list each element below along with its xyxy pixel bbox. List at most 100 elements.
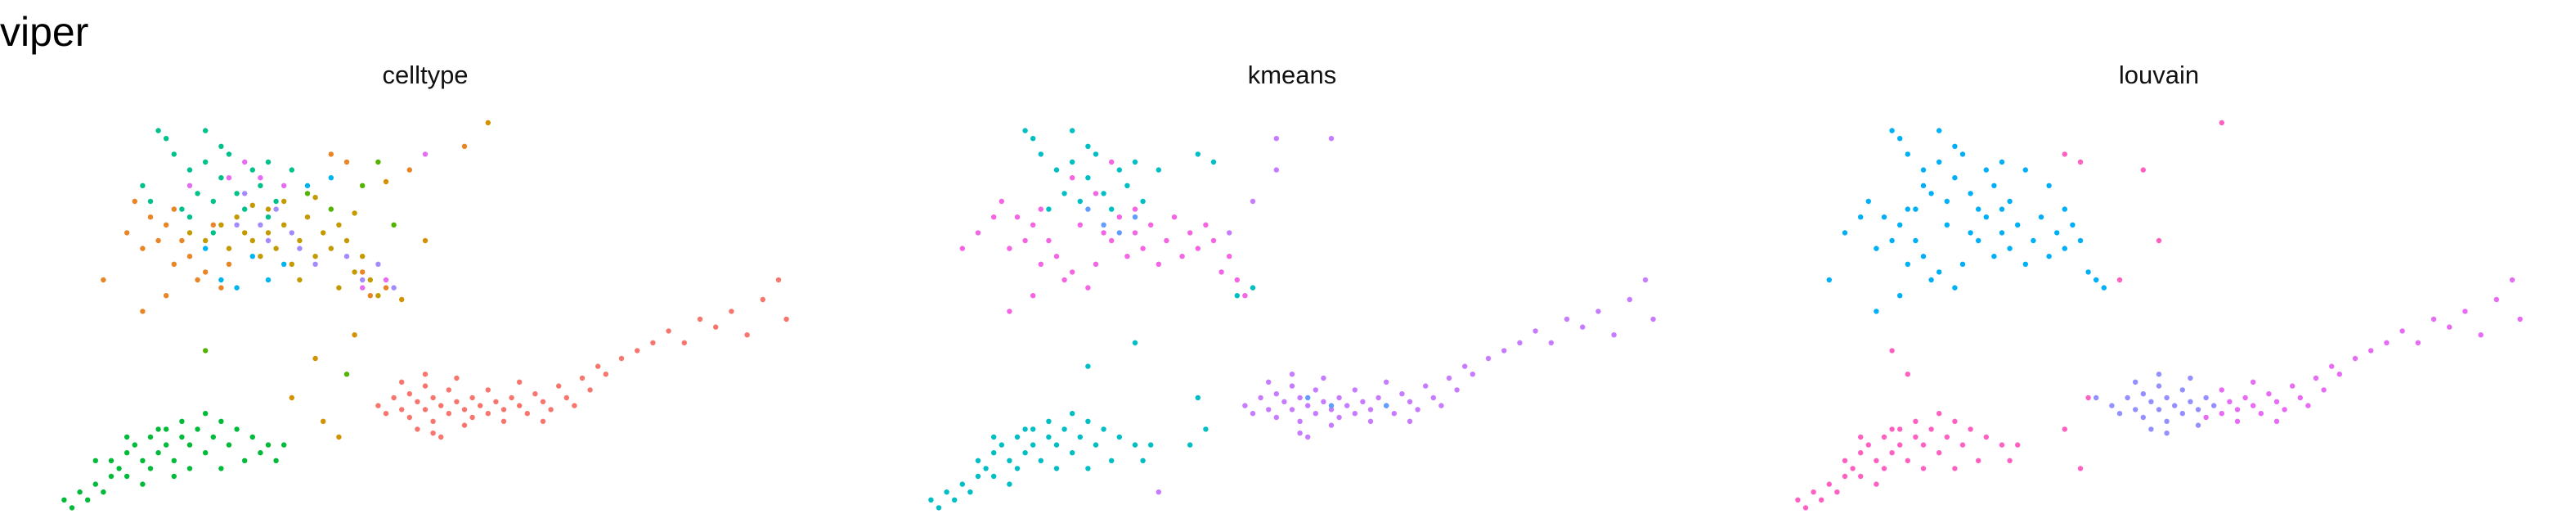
scatter-point bbox=[210, 230, 216, 236]
scatter-point bbox=[147, 198, 154, 205]
scatter-point bbox=[1085, 206, 1091, 212]
scatter-point bbox=[430, 431, 436, 436]
scatter-point bbox=[775, 277, 782, 283]
scatter-point bbox=[2031, 237, 2036, 244]
scatter-point bbox=[1070, 411, 1075, 417]
scatter-point bbox=[1913, 206, 1919, 212]
scatter-point bbox=[999, 442, 1004, 448]
scatter-point bbox=[92, 458, 99, 463]
scatter-point bbox=[226, 442, 232, 448]
scatter-point bbox=[1889, 450, 1895, 456]
scatter-point bbox=[210, 434, 216, 440]
scatter-point bbox=[203, 450, 209, 456]
scatter-point bbox=[415, 426, 420, 432]
scatter-point bbox=[1195, 151, 1200, 157]
scatter-point bbox=[666, 328, 671, 334]
scatter-point bbox=[155, 128, 161, 133]
scatter-point bbox=[2313, 375, 2319, 381]
scatter-point bbox=[1802, 505, 1809, 511]
scatter-point bbox=[1952, 143, 1958, 149]
scatter-point bbox=[1874, 481, 1879, 487]
scatter-point bbox=[1179, 254, 1185, 259]
scatter-point bbox=[422, 237, 429, 244]
scatter-point bbox=[1101, 230, 1106, 236]
scatter-point bbox=[1391, 411, 1397, 417]
scatter-point bbox=[1070, 175, 1075, 181]
scatter-point bbox=[203, 237, 209, 244]
scatter-point bbox=[2368, 348, 2374, 354]
scatter-point bbox=[147, 434, 154, 440]
scatter-point bbox=[952, 497, 958, 503]
scatter-point bbox=[249, 237, 255, 244]
scatter-point bbox=[140, 481, 146, 487]
scatter-point bbox=[1991, 254, 1997, 259]
scatter-point bbox=[2148, 426, 2154, 432]
scatter-point bbox=[1881, 214, 1887, 220]
scatter-point bbox=[234, 214, 240, 220]
scatter-point bbox=[242, 159, 248, 165]
scatter-point bbox=[2022, 167, 2028, 173]
scatter-point bbox=[1928, 191, 1934, 196]
scatter-point bbox=[2203, 394, 2209, 401]
scatter-point bbox=[1999, 206, 2005, 212]
scatter-point bbox=[1046, 418, 1052, 424]
scatter-point bbox=[2305, 403, 2311, 408]
scatter-point bbox=[2273, 418, 2280, 424]
scatter-point bbox=[1038, 261, 1043, 267]
scatter-point bbox=[321, 230, 326, 236]
scatter-point bbox=[461, 143, 468, 149]
scatter-point bbox=[108, 458, 114, 463]
scatter-point bbox=[2251, 403, 2256, 408]
scatter-point bbox=[2251, 379, 2256, 385]
scatter-point bbox=[281, 222, 287, 228]
scatter-point bbox=[2179, 411, 2185, 417]
scatter-point bbox=[1085, 418, 1091, 424]
scatter-point bbox=[1132, 159, 1138, 165]
scatter-point bbox=[2133, 379, 2138, 385]
scatter-point bbox=[1321, 375, 1326, 381]
scatter-point bbox=[2101, 285, 2107, 291]
scatter-point bbox=[556, 383, 562, 389]
scatter-point bbox=[2321, 387, 2327, 393]
scatter-point bbox=[1227, 254, 1232, 259]
scatter-point bbox=[1462, 363, 1468, 369]
scatter-point bbox=[587, 387, 593, 393]
scatter-point bbox=[2329, 363, 2335, 369]
scatter-point bbox=[1093, 261, 1099, 267]
scatter-point bbox=[155, 237, 161, 244]
scatter-point bbox=[1053, 167, 1060, 173]
scatter-point bbox=[391, 394, 397, 401]
scatter-point bbox=[1258, 394, 1263, 401]
scatter-point bbox=[171, 206, 177, 212]
scatter-point bbox=[1061, 426, 1067, 432]
scatter-point bbox=[1959, 261, 1966, 267]
scatter-point bbox=[461, 407, 468, 413]
scatter-point bbox=[1297, 418, 1303, 424]
scatter-point bbox=[540, 418, 546, 424]
scatter-point bbox=[430, 394, 436, 401]
scatter-point bbox=[1842, 458, 1848, 463]
scatter-point bbox=[1030, 222, 1036, 228]
scatter-point bbox=[1376, 394, 1381, 401]
scatter-point bbox=[1305, 434, 1311, 440]
scatter-point bbox=[454, 399, 460, 404]
scatter-point bbox=[1897, 222, 1903, 228]
scatter-point bbox=[226, 246, 232, 251]
scatter-point bbox=[179, 418, 185, 424]
scatter-point bbox=[367, 293, 373, 299]
scatter-point bbox=[2077, 237, 2084, 244]
scatter-point bbox=[1367, 418, 1374, 424]
scatter-point bbox=[304, 214, 311, 220]
scatter-point bbox=[1085, 363, 1091, 369]
scatter-point bbox=[289, 167, 294, 173]
scatter-point bbox=[328, 175, 334, 181]
scatter-point bbox=[1795, 497, 1801, 503]
scatter-point bbox=[1897, 442, 1903, 448]
scatter-point bbox=[1928, 277, 1934, 283]
scatter-point bbox=[438, 403, 444, 408]
scatter-point bbox=[1101, 191, 1106, 196]
scatter-point bbox=[422, 407, 429, 413]
scatter-point bbox=[2140, 391, 2146, 397]
scatter-point bbox=[1936, 159, 1942, 165]
scatter-point bbox=[1328, 403, 1335, 408]
